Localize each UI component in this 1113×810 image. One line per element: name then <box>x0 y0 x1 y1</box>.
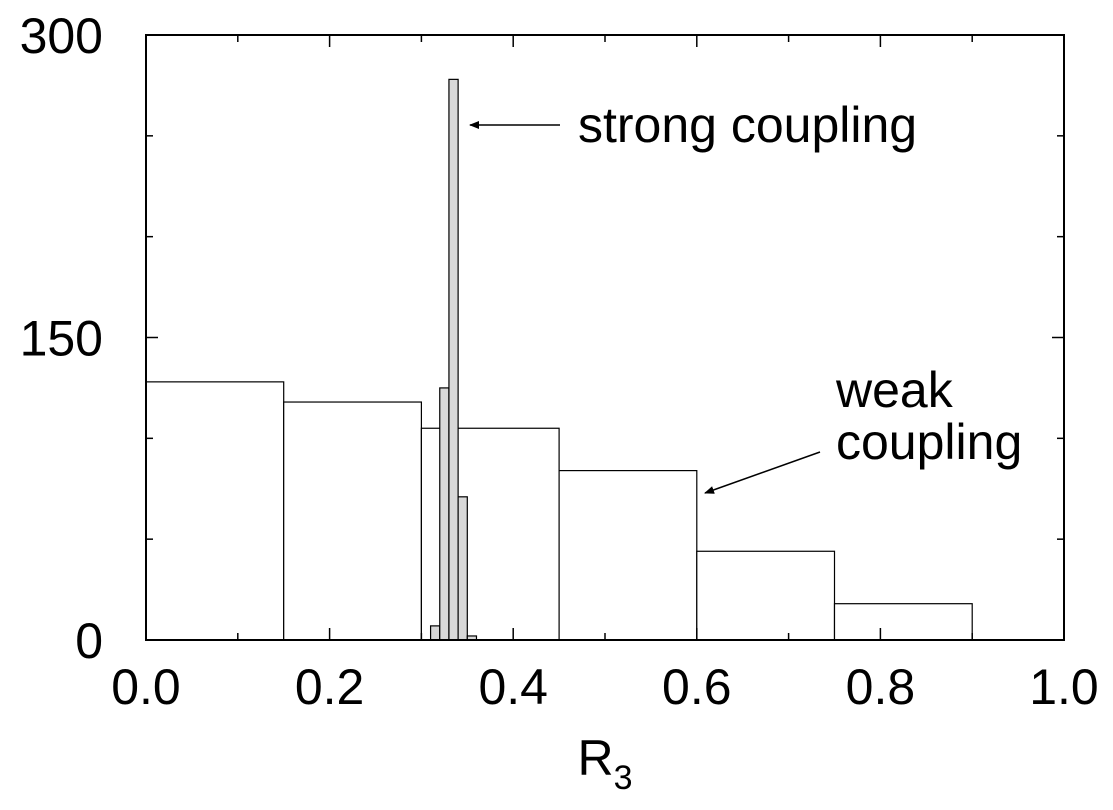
weak-coupling-label-line2: coupling <box>836 414 1022 470</box>
tick-labels: 0.0 0.2 0.4 0.6 0.8 1.0 0 150 300 <box>20 8 1099 715</box>
y-tick-label-1: 150 <box>20 311 103 367</box>
strong-coupling-bar-1 <box>439 387 450 641</box>
axis-ticks <box>145 34 1065 641</box>
strong-coupling-annotation: strong coupling <box>469 97 917 153</box>
y-tick-label-2: 300 <box>20 8 103 64</box>
weak-coupling-arrow <box>704 451 821 494</box>
x-tick-label-3: 0.6 <box>662 659 732 715</box>
weak-coupling-bar-1 <box>283 401 423 641</box>
weak-coupling-bar-3 <box>558 470 698 641</box>
weak-coupling-label-line1: weak <box>835 362 954 418</box>
strong-coupling-bar-2 <box>448 78 459 641</box>
strong-coupling-bar-0 <box>429 625 441 641</box>
strong-coupling-bar-3 <box>457 496 468 641</box>
x-tick-label-4: 0.8 <box>846 659 916 715</box>
weak-coupling-bars <box>145 381 973 641</box>
x-axis-label: R3 <box>577 730 632 797</box>
x-tick-label-2: 0.4 <box>478 659 548 715</box>
x-axis-label-main: R <box>577 730 613 786</box>
y-tick-label-0: 0 <box>75 613 103 669</box>
x-tick-label-1: 0.2 <box>295 659 365 715</box>
x-tick-label-0: 0.0 <box>111 659 181 715</box>
weak-coupling-bar-4 <box>696 550 836 641</box>
weak-coupling-bar-5 <box>833 603 973 641</box>
weak-coupling-annotation: weak coupling <box>704 362 1022 494</box>
strong-coupling-label: strong coupling <box>578 97 917 153</box>
weak-coupling-bar-0 <box>145 381 285 641</box>
x-tick-label-5: 1.0 <box>1029 659 1099 715</box>
x-axis-label-subscript: 3 <box>614 759 633 797</box>
